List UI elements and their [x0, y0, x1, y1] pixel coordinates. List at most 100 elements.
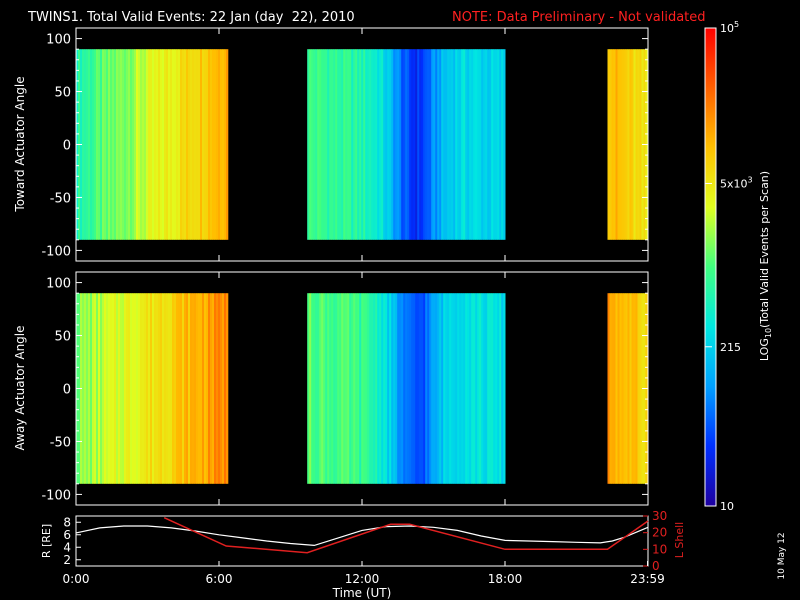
- heatmap-cell: [363, 49, 366, 240]
- heatmap-cell: [202, 293, 205, 484]
- heatmap-cell: [473, 293, 476, 484]
- heatmap-cell: [455, 293, 458, 484]
- heatmap-cell: [373, 49, 376, 240]
- heatmap-cell: [309, 293, 312, 484]
- y-tick-label: -50: [50, 435, 71, 450]
- heatmap-cell: [371, 49, 374, 240]
- heatmap-cell: [489, 293, 492, 484]
- heatmap-cell: [497, 49, 500, 240]
- heatmap-cell: [128, 49, 131, 240]
- heatmap-cell: [184, 49, 187, 240]
- heatmap-cell: [359, 293, 362, 484]
- heatmap-cell: [166, 49, 169, 240]
- heatmap-cell: [118, 293, 121, 484]
- heatmap-cell: [136, 49, 139, 240]
- heatmap-cell: [477, 49, 480, 240]
- heatmap-cell: [617, 49, 620, 240]
- heatmap-cell: [104, 293, 107, 484]
- heatmap-cell: [361, 49, 364, 240]
- heatmap-cell: [341, 49, 344, 240]
- heatmap-cell: [128, 293, 131, 484]
- heatmap-cell: [216, 293, 219, 484]
- heatmap-cell: [337, 293, 340, 484]
- heatmap-cell: [138, 49, 141, 240]
- heatmap-cell: [369, 49, 372, 240]
- heatmap-cell: [389, 293, 392, 484]
- heatmap-cell: [150, 293, 153, 484]
- colorbar-tick-label: 10: [720, 500, 734, 513]
- heatmap-cell: [397, 49, 400, 240]
- heatmap-cell: [192, 49, 195, 240]
- heatmap-cell: [88, 49, 91, 240]
- heatmap-cell: [415, 293, 418, 484]
- heatmap-cell: [329, 293, 332, 484]
- heatmap-cell: [224, 49, 227, 240]
- heatmap-cell: [88, 293, 91, 484]
- heatmap-cell: [609, 293, 612, 484]
- heatmap-cell: [160, 293, 163, 484]
- heatmap-cell: [347, 293, 350, 484]
- heatmap-cell: [190, 49, 193, 240]
- heatmap-cell: [427, 49, 430, 240]
- heatmap-cell: [204, 293, 207, 484]
- heatmap-cell: [210, 49, 213, 240]
- heatmap-cell: [619, 49, 622, 240]
- heatmap-cell: [140, 293, 143, 484]
- heatmap-cell: [487, 293, 490, 484]
- heatmap-cell: [122, 293, 125, 484]
- heatmap-cell: [621, 293, 624, 484]
- heatmap-cell: [345, 49, 348, 240]
- time-tick-label: 23:59: [630, 572, 665, 586]
- heatmap-cell: [463, 49, 466, 240]
- heatmap-cell: [353, 293, 356, 484]
- heatmap-cell: [631, 49, 634, 240]
- away-heatmap: [76, 293, 648, 484]
- heatmap-cell: [333, 49, 336, 240]
- heatmap-cell: [383, 293, 386, 484]
- heatmap-cell: [435, 293, 438, 484]
- heatmap-cell: [84, 49, 87, 240]
- heatmap-cell: [102, 293, 105, 484]
- heatmap-cell: [399, 49, 402, 240]
- heatmap-cell: [208, 49, 211, 240]
- heatmap-cell: [329, 49, 332, 240]
- away-ylabel: Away Actuator Angle: [13, 325, 27, 450]
- heatmap-cell: [467, 293, 470, 484]
- heatmap-cell: [132, 293, 135, 484]
- heatmap-cell: [343, 49, 346, 240]
- heatmap-cell: [176, 49, 179, 240]
- orbit-right-tick-label: 10: [652, 542, 667, 556]
- heatmap-cell: [202, 49, 205, 240]
- heatmap-cell: [166, 293, 169, 484]
- heatmap-cell: [409, 49, 412, 240]
- heatmap-cell: [637, 293, 640, 484]
- heatmap-cell: [451, 49, 454, 240]
- heatmap-cell: [613, 293, 616, 484]
- heatmap-cell: [172, 49, 175, 240]
- heatmap-cell: [178, 293, 181, 484]
- toward-heatmap: [76, 49, 648, 240]
- heatmap-cell: [317, 293, 320, 484]
- heatmap-cell: [493, 293, 496, 484]
- heatmap-cell: [120, 49, 123, 240]
- heatmap-cell: [411, 49, 414, 240]
- heatmap-cell: [84, 293, 87, 484]
- heatmap-cell: [224, 293, 227, 484]
- heatmap-cell: [339, 49, 342, 240]
- heatmap-cell: [627, 293, 630, 484]
- heatmap-cell: [391, 293, 394, 484]
- heatmap-cell: [118, 49, 121, 240]
- heatmap-cell: [633, 293, 636, 484]
- colorbar-tick-label: 105: [720, 20, 739, 35]
- heatmap-cell: [100, 293, 103, 484]
- heatmap-cell: [116, 293, 119, 484]
- orbit-left-tick-label: 8: [63, 515, 71, 529]
- heatmap-cell: [357, 293, 360, 484]
- heatmap-cell: [431, 293, 434, 484]
- heatmap-cell: [607, 293, 610, 484]
- colorbar-label: LOG10(Total Valid Events per Scan): [758, 171, 773, 361]
- heatmap-cell: [307, 293, 310, 484]
- heatmap-cell: [385, 49, 388, 240]
